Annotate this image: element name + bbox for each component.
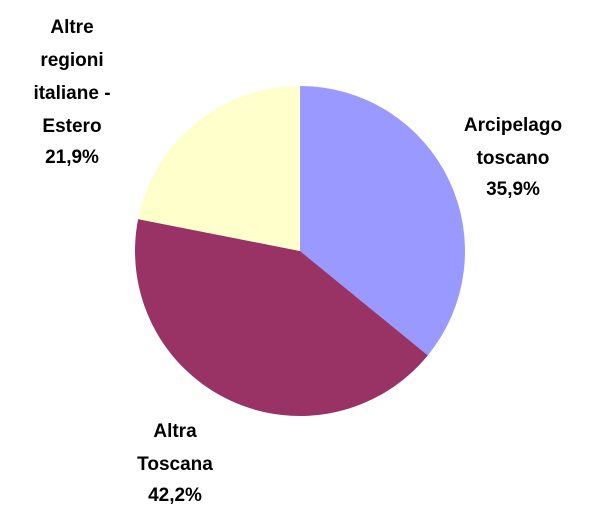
slice-label: Arcipelago toscano	[464, 115, 562, 169]
slice-value-label: 21,9%	[45, 147, 99, 168]
pie-slice	[135, 219, 428, 416]
slice-value-label: 35,9%	[486, 179, 540, 200]
slice-label: Altra Toscana	[137, 421, 213, 475]
pie-slice	[138, 86, 300, 251]
slice-value-label: 42,2%	[148, 485, 202, 506]
slice-label: Altre regioni italiane -Estero	[33, 17, 110, 137]
pie-slice	[300, 86, 465, 356]
